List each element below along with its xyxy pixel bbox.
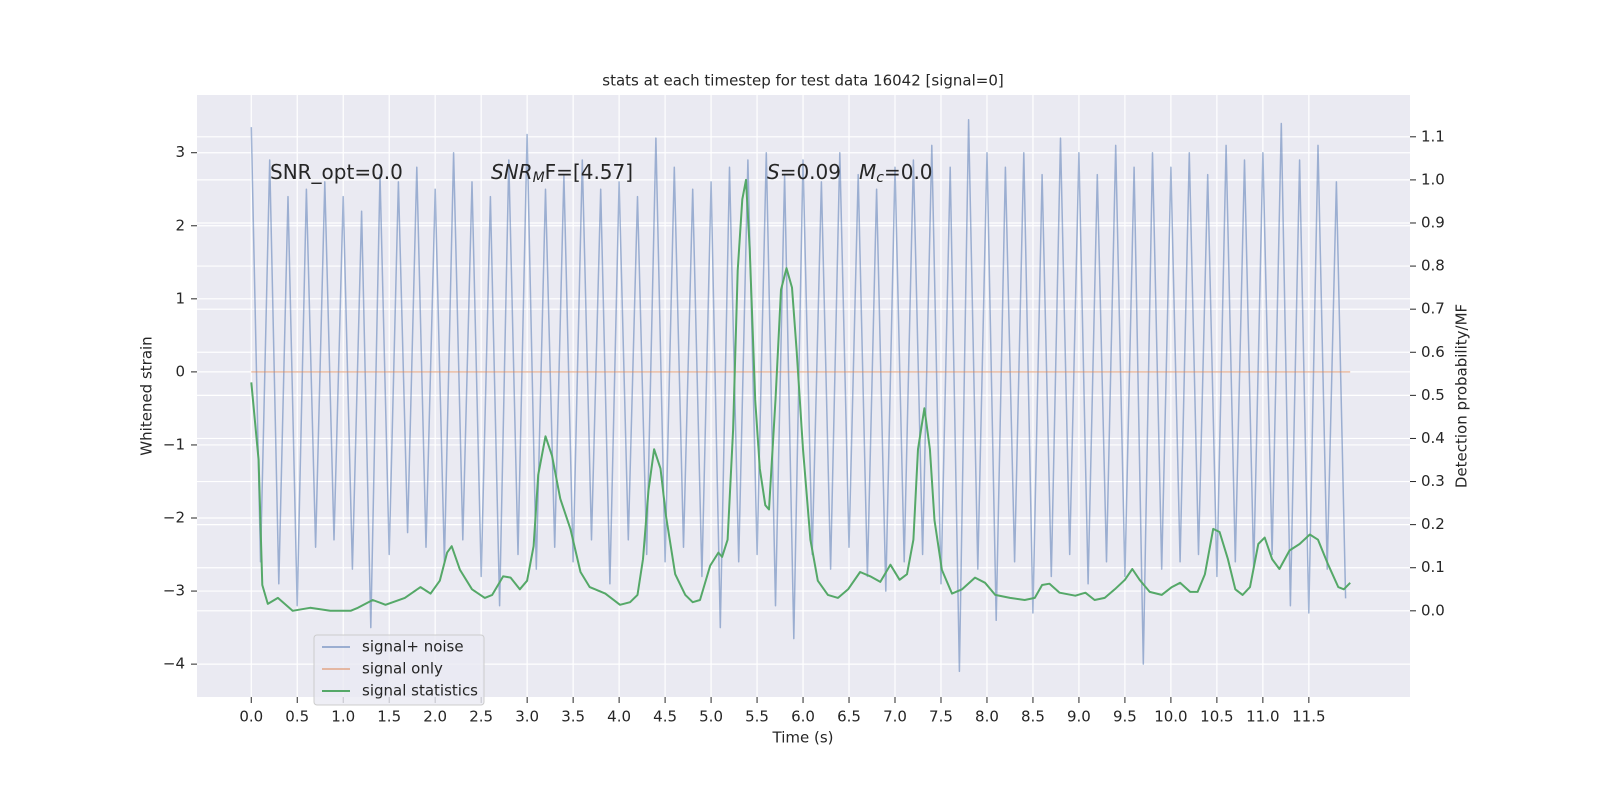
x-tick-label: 6.0 [791,708,815,726]
series-line [250,178,1351,612]
y2-tick-label: 0.8 [1421,257,1445,275]
y-tick-label: 1 [175,289,185,307]
annotation-text: SNR [491,160,533,184]
x-tick-label: 9.5 [1113,708,1137,726]
x-tick-label: 10.0 [1154,708,1187,726]
y-tick-label: 3 [175,143,185,161]
y2-tick-label: 0.5 [1421,386,1445,404]
annotation-text: SNR_opt=0.0 [270,160,403,184]
annotation: S=0.09 [767,160,841,184]
legend-label: signal statistics [362,682,478,700]
y2-axis-label: Detection probability/MF [1453,304,1471,488]
legend-label: signal+ noise [362,638,464,656]
y-axis-label: Whitened strain [138,336,156,455]
annotation-sub: M [533,170,545,186]
y-tick-label: −2 [163,509,185,527]
x-tick-label: 9.0 [1067,708,1091,726]
marks [250,119,1351,673]
y2-tick-label: 0.6 [1421,343,1445,361]
x-tick-label: 11.0 [1246,708,1279,726]
x-tick-label: 2.0 [423,708,447,726]
x-tick-label: 2.5 [469,708,493,726]
y-tick-label: −4 [163,655,185,673]
y-tick-label: −1 [163,435,185,453]
x-tick-label: 0.0 [239,708,263,726]
grid: 0.0 0.5 1.0 1.5 2.0 2.5 3.0 3.5 4.0 4.5 5.0 5.5 6.0 6… [163,95,1445,726]
legend-box [313,634,485,706]
x-tick-label: 7.5 [929,708,953,726]
x-tick-label: 8.5 [1021,708,1045,726]
y-tick-label: 2 [175,216,185,234]
x-tick-label: 8.0 [975,708,999,726]
y2-tick-label: 1.0 [1421,170,1445,188]
x-tick-label: 5.0 [699,708,723,726]
x-axis-label: Time (s) [772,729,834,747]
x-tick-label: 4.0 [607,708,631,726]
x-tick-label: 5.5 [745,708,769,726]
y-tick-label: 0 [175,362,185,380]
y2-tick-label: 0.0 [1421,601,1445,619]
legend-label: signal only [362,660,443,678]
annotation-text: =0.09 [780,160,841,184]
y2-tick-label: 0.4 [1421,429,1445,447]
x-tick-label: 0.5 [285,708,309,726]
annotation-text: S [767,160,780,184]
annotation-sub: c [876,170,884,186]
legend: signal+ noise signal only signal statistic… [313,634,485,706]
y2-tick-label: 1.1 [1421,127,1445,145]
x-tick-label: 6.5 [837,708,861,726]
x-tick-label: 11.5 [1292,708,1325,726]
y2-tick-label: 0.9 [1421,213,1445,231]
x-tick-label: 1.0 [331,708,355,726]
annotation: SNRMF=[4.57] [491,160,633,187]
x-tick-label: 7.0 [883,708,907,726]
annotation-text: =0.0 [884,160,933,184]
annotation: Mc=0.0 [859,160,933,187]
chart-title: stats at each timestep for test data 160… [602,72,1003,90]
x-tick-label: 1.5 [377,708,401,726]
annotation: SNR_opt=0.0 [270,160,403,184]
y2-tick-label: 0.2 [1421,515,1445,533]
series-line [250,119,1347,673]
x-tick-label: 10.5 [1200,708,1233,726]
x-tick-label: 3.0 [515,708,539,726]
x-tick-label: 3.5 [561,708,585,726]
y2-tick-label: 0.1 [1421,558,1445,576]
y2-tick-label: 0.7 [1421,300,1445,318]
y2-tick-label: 0.3 [1421,472,1445,490]
y-tick-label: −3 [163,582,185,600]
annotation-text: F=[4.57] [545,160,633,184]
x-tick-label: 4.5 [653,708,677,726]
annotation-text: M [859,160,876,184]
